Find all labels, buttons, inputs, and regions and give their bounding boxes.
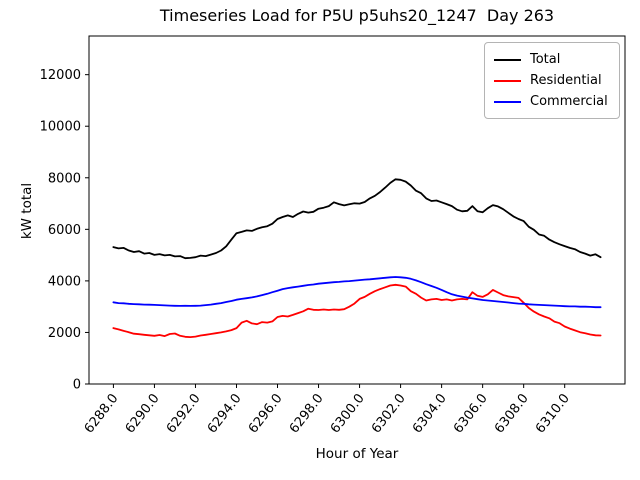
x-tick-label: 6304.0	[410, 391, 450, 436]
y-axis-label: kW total	[19, 182, 35, 240]
x-tick-label: 6292.0	[164, 391, 204, 436]
legend-label-commercial: Commercial	[530, 94, 608, 109]
x-tick-label: 6302.0	[369, 391, 409, 436]
total-line-swatch	[494, 58, 521, 61]
legend-entry-residential: Residential	[494, 70, 611, 91]
series-line-total	[112, 178, 602, 260]
x-tick-label: 6290.0	[123, 391, 163, 436]
legend-entry-total: Total	[494, 49, 611, 70]
x-tick-label: 6300.0	[328, 391, 368, 436]
series-line-commercial	[112, 276, 602, 309]
x-tick-label: 6310.0	[533, 391, 573, 436]
y-tick-label: 8000	[48, 171, 81, 186]
x-tick-label: 6298.0	[287, 391, 327, 436]
y-tick-label: 6000	[48, 223, 81, 238]
x-tick-label: 6294.0	[205, 391, 245, 436]
axes-frame	[88, 35, 626, 385]
y-tick-label: 12000	[40, 68, 81, 83]
x-tick-label: 6296.0	[246, 391, 286, 436]
y-tick-label: 2000	[48, 326, 81, 341]
x-tick-label: 6288.0	[82, 391, 122, 436]
y-tick-label: 0	[73, 378, 81, 393]
residential-line-swatch	[494, 79, 521, 82]
commercial-line-swatch	[494, 100, 521, 103]
series-line-residential	[112, 283, 602, 338]
x-tick-label: 6306.0	[451, 391, 491, 436]
legend-label-residential: Residential	[530, 73, 602, 88]
legend: Total Residential Commercial	[484, 42, 620, 119]
x-axis-label: Hour of Year	[315, 446, 399, 462]
chart-title: Timeseries Load for P5U p5uhs20_1247 Day…	[159, 6, 555, 25]
x-tick-label: 6308.0	[492, 391, 532, 436]
legend-label-total: Total	[530, 52, 561, 67]
y-tick-label: 10000	[40, 120, 81, 135]
legend-entry-commercial: Commercial	[494, 91, 611, 112]
y-tick-label: 4000	[48, 274, 81, 289]
